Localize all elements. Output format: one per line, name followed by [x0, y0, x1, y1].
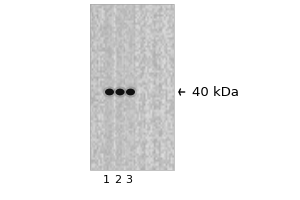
Ellipse shape — [105, 89, 114, 95]
Bar — [126, 4, 135, 170]
Ellipse shape — [116, 89, 124, 95]
Text: 2: 2 — [114, 175, 122, 185]
Bar — [105, 4, 114, 170]
Text: 3: 3 — [125, 175, 133, 185]
Ellipse shape — [126, 89, 135, 95]
Bar — [116, 4, 124, 170]
Ellipse shape — [124, 86, 137, 98]
Ellipse shape — [113, 86, 127, 98]
Bar — [90, 4, 174, 170]
Text: 1: 1 — [103, 175, 110, 185]
Ellipse shape — [103, 86, 116, 98]
Text: 40 kDa: 40 kDa — [192, 86, 239, 98]
